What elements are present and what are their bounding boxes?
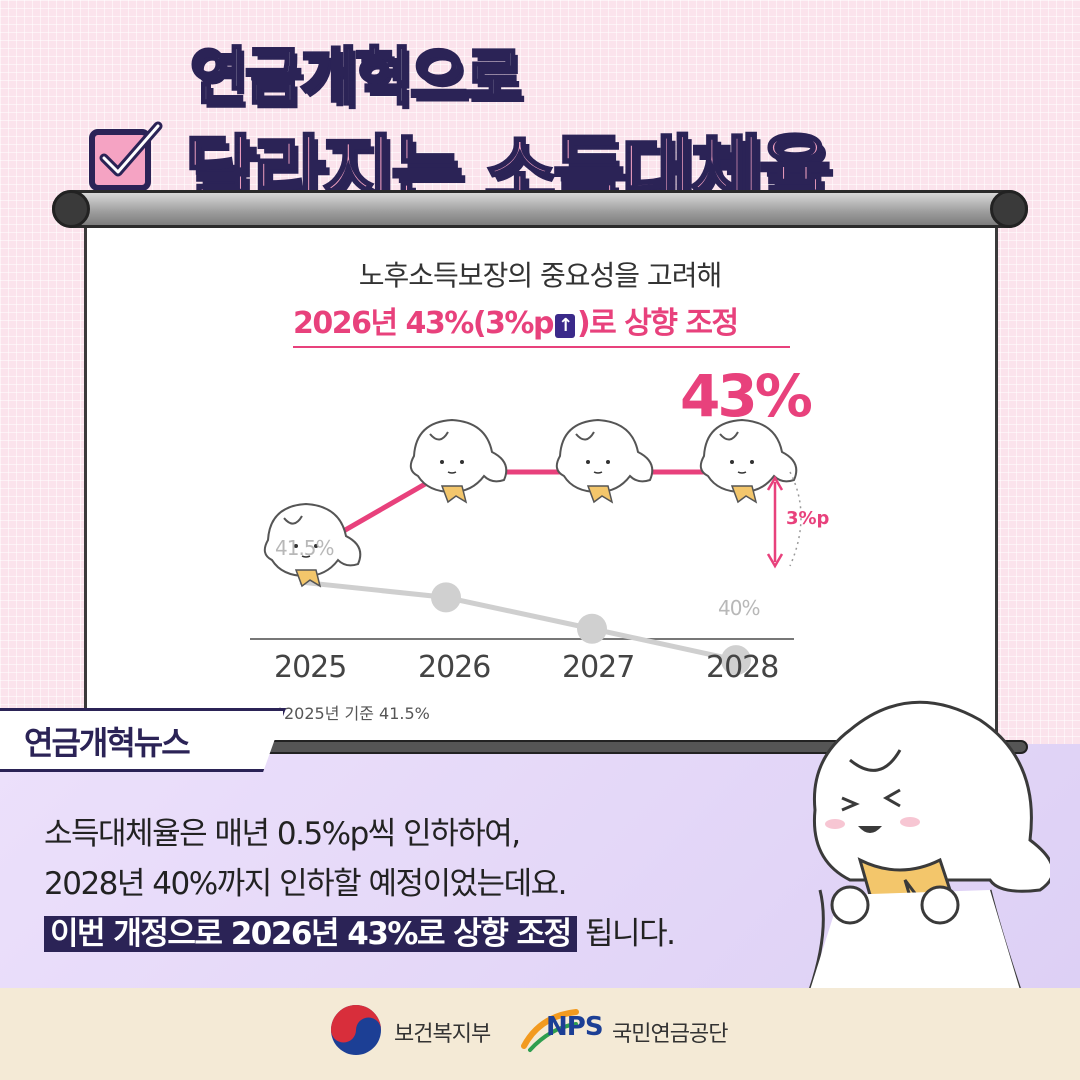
footer xyxy=(0,988,1080,1080)
start-value-label: 41.5% xyxy=(275,536,335,560)
checkbox-icon xyxy=(89,121,163,191)
screen-highlight: 2026년 43%(3%p ↑)로 상향 조정 xyxy=(293,298,790,348)
nps-mark-text: NPS xyxy=(546,1012,604,1042)
news-line-2: 2028년 40%까지 인하할 예정이었는데요. xyxy=(44,866,567,902)
tick-label-2026: 2026 xyxy=(418,650,491,685)
diff-label: 3%p xyxy=(786,508,830,529)
screen-subtitle: 노후소득보장의 중요성을 고려해 xyxy=(358,259,722,292)
news-tag-box xyxy=(0,708,286,772)
nps-logo-text: 국민연금공단 xyxy=(612,1022,728,1047)
news-line-3-rest: 됩니다. xyxy=(576,916,676,952)
up-arrow-icon: ↑ xyxy=(554,314,575,338)
screen-roller xyxy=(52,190,1028,228)
news-line-1: 소득대체율은 매년 0.5%p씩 인하하여, xyxy=(44,816,521,852)
ministry-logo-text: 보건복지부 xyxy=(394,1022,491,1047)
footnote: *2025년 기준 41.5% xyxy=(276,704,430,723)
roller-cap-left xyxy=(52,190,90,228)
tick-label-2027: 2027 xyxy=(562,650,635,685)
roller-cap-right xyxy=(990,190,1028,228)
tick-label-2028: 2028 xyxy=(706,650,779,685)
highlight-prefix: 2026년 43%(3%p xyxy=(293,306,554,341)
big-value: 43% xyxy=(680,362,813,430)
end-value-label: 40% xyxy=(718,596,760,620)
character-illustration xyxy=(808,700,1050,990)
news-line-3-highlight: 이번 개정으로 2026년 43%로 상향 조정 xyxy=(44,916,577,952)
tick-label-2025: 2025 xyxy=(274,650,347,685)
nps-swoosh-icon xyxy=(521,1009,579,1052)
news-line-3: 이번 개정으로 2026년 43%로 상향 조정 됩니다. xyxy=(44,908,676,953)
title-line-1: 연금개혁으로 xyxy=(188,39,523,115)
highlight-suffix: )로 상향 조정 xyxy=(576,306,739,341)
korea-emblem-icon xyxy=(331,1005,381,1055)
news-tag: 연금개혁뉴스 xyxy=(24,724,191,762)
